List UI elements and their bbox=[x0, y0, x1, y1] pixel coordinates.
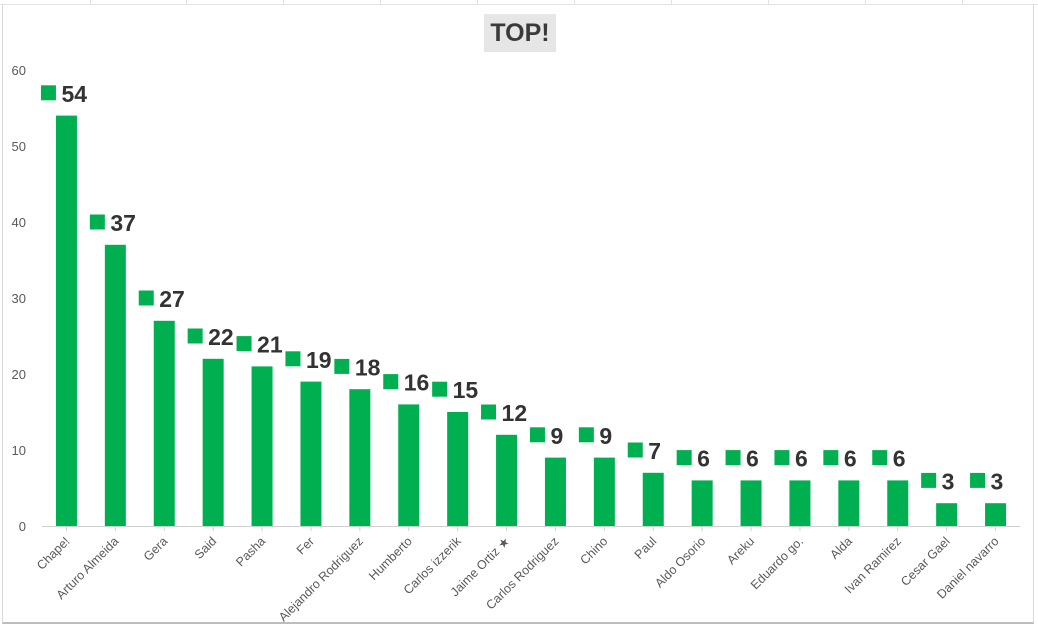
bar bbox=[593, 457, 615, 526]
data-label: 19 bbox=[306, 347, 332, 373]
marker bbox=[676, 450, 692, 466]
bar bbox=[838, 480, 860, 526]
data-label: 16 bbox=[404, 370, 430, 396]
bar bbox=[691, 480, 713, 526]
marker bbox=[578, 427, 594, 443]
x-axis: Chape!Arturo Almeida Gera Said Pasha FerAlej… bbox=[34, 534, 1002, 625]
y-tick-label: 30 bbox=[12, 291, 26, 306]
marker bbox=[774, 450, 790, 466]
data-label: 21 bbox=[257, 332, 283, 358]
category-label: Chino bbox=[577, 534, 610, 567]
data-label: 6 bbox=[746, 446, 759, 472]
data-label: 6 bbox=[893, 446, 906, 472]
marker bbox=[334, 358, 350, 374]
y-tick-label: 0 bbox=[19, 519, 26, 534]
data-label: 9 bbox=[599, 423, 612, 449]
category-label: Aldo Osorio bbox=[652, 534, 708, 590]
category-label: Paul bbox=[632, 534, 660, 562]
data-label: 37 bbox=[110, 210, 136, 236]
bar bbox=[887, 480, 909, 526]
data-label: 3 bbox=[991, 468, 1004, 494]
marker bbox=[529, 427, 545, 443]
data-label: 27 bbox=[159, 286, 185, 312]
bar bbox=[349, 389, 371, 526]
data-label: 3 bbox=[942, 468, 955, 494]
bar bbox=[153, 320, 175, 526]
category-label: Humberto bbox=[366, 534, 415, 583]
spreadsheet-gridlines bbox=[0, 0, 1038, 5]
marker bbox=[138, 290, 154, 306]
marker bbox=[921, 472, 937, 488]
data-label: 18 bbox=[355, 354, 381, 380]
category-label: Fer bbox=[294, 534, 317, 557]
category-label: Alejandro Rodriguez bbox=[276, 534, 366, 624]
bar bbox=[398, 404, 420, 526]
marker bbox=[187, 328, 203, 344]
marker bbox=[627, 442, 643, 458]
category-label: Said bbox=[192, 534, 220, 562]
category-label: Eduardo go. bbox=[748, 534, 806, 592]
marker bbox=[236, 336, 252, 352]
marker bbox=[725, 450, 741, 466]
data-label: 6 bbox=[844, 446, 857, 472]
data-label: 6 bbox=[697, 446, 710, 472]
markers bbox=[40, 85, 986, 488]
marker bbox=[970, 472, 986, 488]
y-tick-label: 50 bbox=[12, 139, 26, 154]
bar bbox=[642, 472, 664, 526]
data-label: 7 bbox=[648, 438, 661, 464]
marker bbox=[872, 450, 888, 466]
y-tick-label: 10 bbox=[12, 443, 26, 458]
bar bbox=[251, 366, 273, 526]
bar bbox=[544, 457, 566, 526]
y-tick-label: 60 bbox=[12, 63, 26, 78]
y-axis: 0 10 20 30 40 50 60 bbox=[12, 63, 1020, 534]
category-label: Alda bbox=[827, 534, 855, 562]
data-label: 54 bbox=[61, 81, 87, 107]
category-label: Pasha bbox=[233, 534, 268, 569]
category-label: Areku bbox=[724, 534, 757, 567]
bar bbox=[300, 381, 322, 526]
marker bbox=[823, 450, 839, 466]
bar bbox=[496, 434, 518, 526]
marker bbox=[383, 374, 399, 390]
marker bbox=[481, 404, 497, 420]
marker bbox=[285, 351, 301, 367]
bar bbox=[740, 480, 762, 526]
data-label: 6 bbox=[795, 446, 808, 472]
bar bbox=[55, 115, 77, 526]
bars bbox=[55, 115, 1007, 527]
marker bbox=[432, 381, 448, 397]
marker bbox=[40, 85, 56, 101]
y-tick-label: 20 bbox=[12, 367, 26, 382]
chart-area[interactable] bbox=[2, 4, 1034, 624]
category-label: Gera bbox=[141, 534, 171, 564]
data-label: 12 bbox=[502, 400, 528, 426]
data-label: 9 bbox=[550, 423, 563, 449]
marker bbox=[89, 214, 105, 230]
data-labels: 54 37 27 22 21 19 18 16 15 12 9 9 7 6 6 6 6 6 3 3 bbox=[61, 81, 1003, 495]
chart-title[interactable]: TOP! bbox=[484, 14, 556, 52]
bar bbox=[789, 480, 811, 526]
category-label: Chape! bbox=[34, 534, 72, 572]
bar bbox=[104, 244, 126, 527]
data-label: 22 bbox=[208, 324, 234, 350]
bar bbox=[447, 412, 469, 526]
bar bbox=[936, 503, 958, 526]
bar bbox=[985, 503, 1007, 526]
y-tick-label: 40 bbox=[12, 215, 26, 230]
bar bbox=[202, 358, 224, 526]
data-label: 15 bbox=[453, 377, 479, 403]
